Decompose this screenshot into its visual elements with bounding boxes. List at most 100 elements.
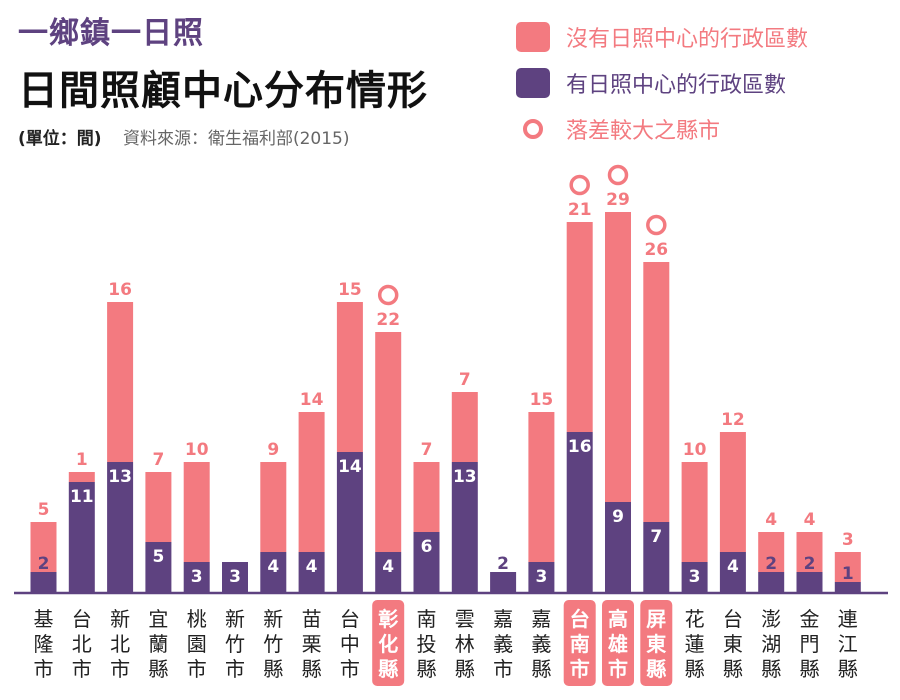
- bar-with-20: [796, 572, 823, 592]
- category-highlight-9: [372, 600, 405, 686]
- bar-without-4: [183, 462, 210, 562]
- value-label-without-14: 21: [568, 200, 592, 220]
- value-label-without-19: 4: [765, 510, 777, 530]
- value-label-without-13: 15: [530, 390, 554, 410]
- legend-ring-icon: [523, 119, 543, 139]
- gap-ring-icon-15: [607, 164, 629, 186]
- bar-without-21: [834, 552, 861, 582]
- chart-subtitle: 一鄉鎮一日照: [18, 16, 204, 51]
- category-label-14: 台南市: [570, 607, 590, 681]
- value-label-with-7: 4: [306, 557, 318, 577]
- category-label-11: 雲林縣: [455, 607, 475, 681]
- value-label-without-15: 29: [606, 190, 630, 210]
- category-label-3: 宜蘭縣: [148, 607, 168, 681]
- unit-label: (單位：間): [18, 129, 102, 149]
- value-label-with-6: 4: [267, 557, 279, 577]
- bar-with-11: [451, 462, 478, 592]
- category-label-2: 新北市: [110, 607, 130, 681]
- bar-with-3: [145, 542, 172, 592]
- gap-ring-icon-16: [646, 214, 667, 236]
- bar-with-4: [183, 562, 210, 592]
- value-label-without-10: 7: [421, 440, 433, 460]
- category-label-8: 台中市: [340, 607, 360, 681]
- bar-with-16: [643, 522, 670, 592]
- legend-label-gap: 落差較大之縣市: [566, 119, 721, 144]
- gap-ring-icon-14: [569, 174, 590, 196]
- category-label-18: 台東縣: [723, 607, 743, 681]
- bar-without-3: [145, 472, 172, 542]
- bar-without-20: [796, 532, 823, 572]
- value-label-with-3: 5: [152, 547, 164, 567]
- bar-without-16: [643, 262, 670, 522]
- value-label-with-5: 3: [229, 567, 241, 587]
- category-label-16: 屏東縣: [646, 607, 666, 681]
- value-label-with-13: 3: [535, 567, 547, 587]
- bar-with-14: [566, 432, 593, 592]
- bar-without-8: [336, 302, 363, 452]
- bar-without-14: [566, 222, 593, 432]
- category-label-10: 南投縣: [417, 607, 437, 681]
- bar-with-17: [681, 562, 708, 592]
- value-label-with-20: 2: [804, 554, 816, 574]
- bar-without-18: [719, 432, 746, 552]
- value-label-without-18: 12: [721, 410, 745, 430]
- bar-with-8: [336, 452, 363, 592]
- bar-with-0: [30, 572, 57, 592]
- legend-label-with: 有日照中心的行政區數: [566, 73, 787, 98]
- bar-with-13: [528, 562, 555, 592]
- category-highlight-14: [563, 600, 596, 686]
- value-label-with-9: 4: [382, 557, 394, 577]
- bar-with-1: [68, 482, 95, 592]
- value-label-with-15: 9: [612, 507, 624, 527]
- value-label-without-4: 10: [185, 440, 209, 460]
- category-label-9: 彰化縣: [378, 607, 398, 681]
- bar-without-6: [260, 462, 287, 552]
- category-label-17: 花蓮縣: [685, 607, 705, 681]
- value-label-without-17: 10: [683, 440, 707, 460]
- value-label-without-21: 3: [842, 530, 854, 550]
- value-label-with-16: 7: [650, 527, 662, 547]
- value-label-without-3: 7: [152, 450, 164, 470]
- bar-without-2: [107, 302, 134, 462]
- value-label-with-8: 14: [338, 457, 362, 477]
- category-label-13: 嘉義縣: [531, 607, 551, 681]
- bar-without-7: [298, 412, 325, 552]
- value-label-without-7: 14: [300, 390, 324, 410]
- category-label-5: 新竹市: [225, 607, 245, 681]
- category-label-19: 澎湖縣: [761, 607, 781, 681]
- bar-without-9: [375, 332, 402, 552]
- chart-meta: (單位：間) 資料來源：衛生福利部(2015): [18, 124, 349, 149]
- bar-without-0: [30, 522, 57, 572]
- category-highlight-16: [640, 600, 673, 686]
- value-label-with-21: 1: [842, 564, 854, 584]
- legend-item-gap: 落差較大之縣市: [516, 106, 808, 152]
- value-label-without-0: 5: [38, 500, 50, 520]
- value-label-without-6: 9: [267, 440, 279, 460]
- category-label-7: 苗栗縣: [302, 607, 322, 681]
- legend-label-without: 沒有日照中心的行政區數: [566, 27, 809, 52]
- bar-with-19: [758, 572, 785, 592]
- category-label-20: 金門縣: [800, 607, 820, 681]
- bar-without-15: [605, 212, 631, 502]
- value-label-without-2: 16: [108, 280, 132, 300]
- category-label-12: 嘉義市: [493, 607, 513, 681]
- value-label-with-19: 2: [765, 554, 777, 574]
- category-label-0: 基隆市: [34, 607, 54, 681]
- bar-with-18: [719, 552, 746, 592]
- value-label-with-14: 16: [568, 437, 592, 457]
- value-label-without-9: 22: [376, 310, 400, 330]
- legend-swatch-without: [516, 22, 550, 52]
- value-label-with-11: 13: [453, 467, 477, 487]
- value-label-with-18: 4: [727, 557, 739, 577]
- value-label-with-0: 2: [38, 554, 50, 574]
- value-label-with-17: 3: [689, 567, 701, 587]
- value-label-with-10: 6: [421, 537, 433, 557]
- bar-without-19: [758, 532, 785, 572]
- legend-swatch-with: [516, 68, 550, 98]
- bar-with-10: [413, 532, 440, 592]
- value-label-with-12: 2: [497, 554, 509, 574]
- value-label-without-8: 15: [338, 280, 362, 300]
- category-highlight-15: [602, 600, 634, 686]
- value-label-without-11: 7: [459, 370, 471, 390]
